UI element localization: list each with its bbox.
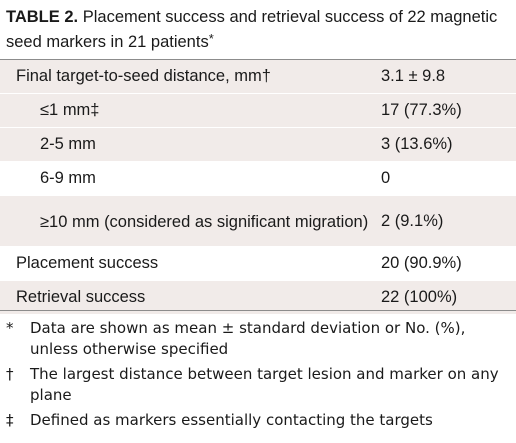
table-title: Placement success and retrieval success …: [6, 8, 498, 51]
table-row: 2-5 mm 3 (13.6%): [0, 128, 516, 161]
row-value: 20 (90.9%): [381, 254, 462, 272]
table-footnotes: * Data are shown as mean ± standard devi…: [6, 318, 511, 435]
table-caption: TABLE 2. Placement success and retrieval…: [6, 5, 506, 55]
table-row: 6-9 mm 0: [0, 162, 516, 195]
table-row: ≥10 mm (considered as significant migrat…: [0, 196, 516, 246]
footnote-text: The largest distance between target lesi…: [30, 365, 499, 404]
footnote-text: Defined as markers essentially contactin…: [30, 411, 433, 429]
table-row: Retrieval success 22 (100%): [0, 281, 516, 314]
row-label: 2-5 mm: [40, 135, 96, 153]
footnote-text: Data are shown as mean ± standard deviat…: [30, 319, 466, 358]
footnote: † The largest distance between target le…: [6, 364, 511, 406]
footnote-symbol: †: [6, 365, 14, 383]
caption-footnote-marker: *: [208, 31, 214, 46]
row-label: ≤1 mm‡: [40, 101, 100, 119]
table-label: TABLE 2.: [6, 8, 79, 26]
footnote-symbol: *: [6, 319, 14, 337]
table-row: Placement success 20 (90.9%): [0, 247, 516, 280]
table-bottom-rule: [0, 310, 516, 311]
row-label: ≥10 mm (considered as significant migrat…: [40, 212, 369, 231]
table-row: Final target-to-seed distance, mm† 3.1 ±…: [0, 60, 516, 93]
row-label: Final target-to-seed distance, mm†: [16, 67, 271, 85]
table-row: ≤1 mm‡ 17 (77.3%): [0, 94, 516, 127]
footnote: ‡ Defined as markers essentially contact…: [6, 410, 511, 431]
row-value: 17 (77.3%): [381, 101, 462, 119]
row-value: 22 (100%): [381, 288, 458, 306]
table-top-rule: [0, 59, 516, 60]
row-label: 6-9 mm: [40, 169, 96, 187]
results-table: Final target-to-seed distance, mm† 3.1 ±…: [0, 60, 516, 314]
row-value: 0: [381, 169, 391, 187]
row-label: Retrieval success: [16, 288, 146, 306]
footnote: * Data are shown as mean ± standard devi…: [6, 318, 511, 360]
row-value: 3.1 ± 9.8: [381, 67, 446, 85]
row-value: 2 (9.1%): [381, 211, 444, 230]
row-label: Placement success: [16, 254, 159, 272]
row-value: 3 (13.6%): [381, 135, 453, 153]
footnote-symbol: ‡: [6, 411, 14, 429]
